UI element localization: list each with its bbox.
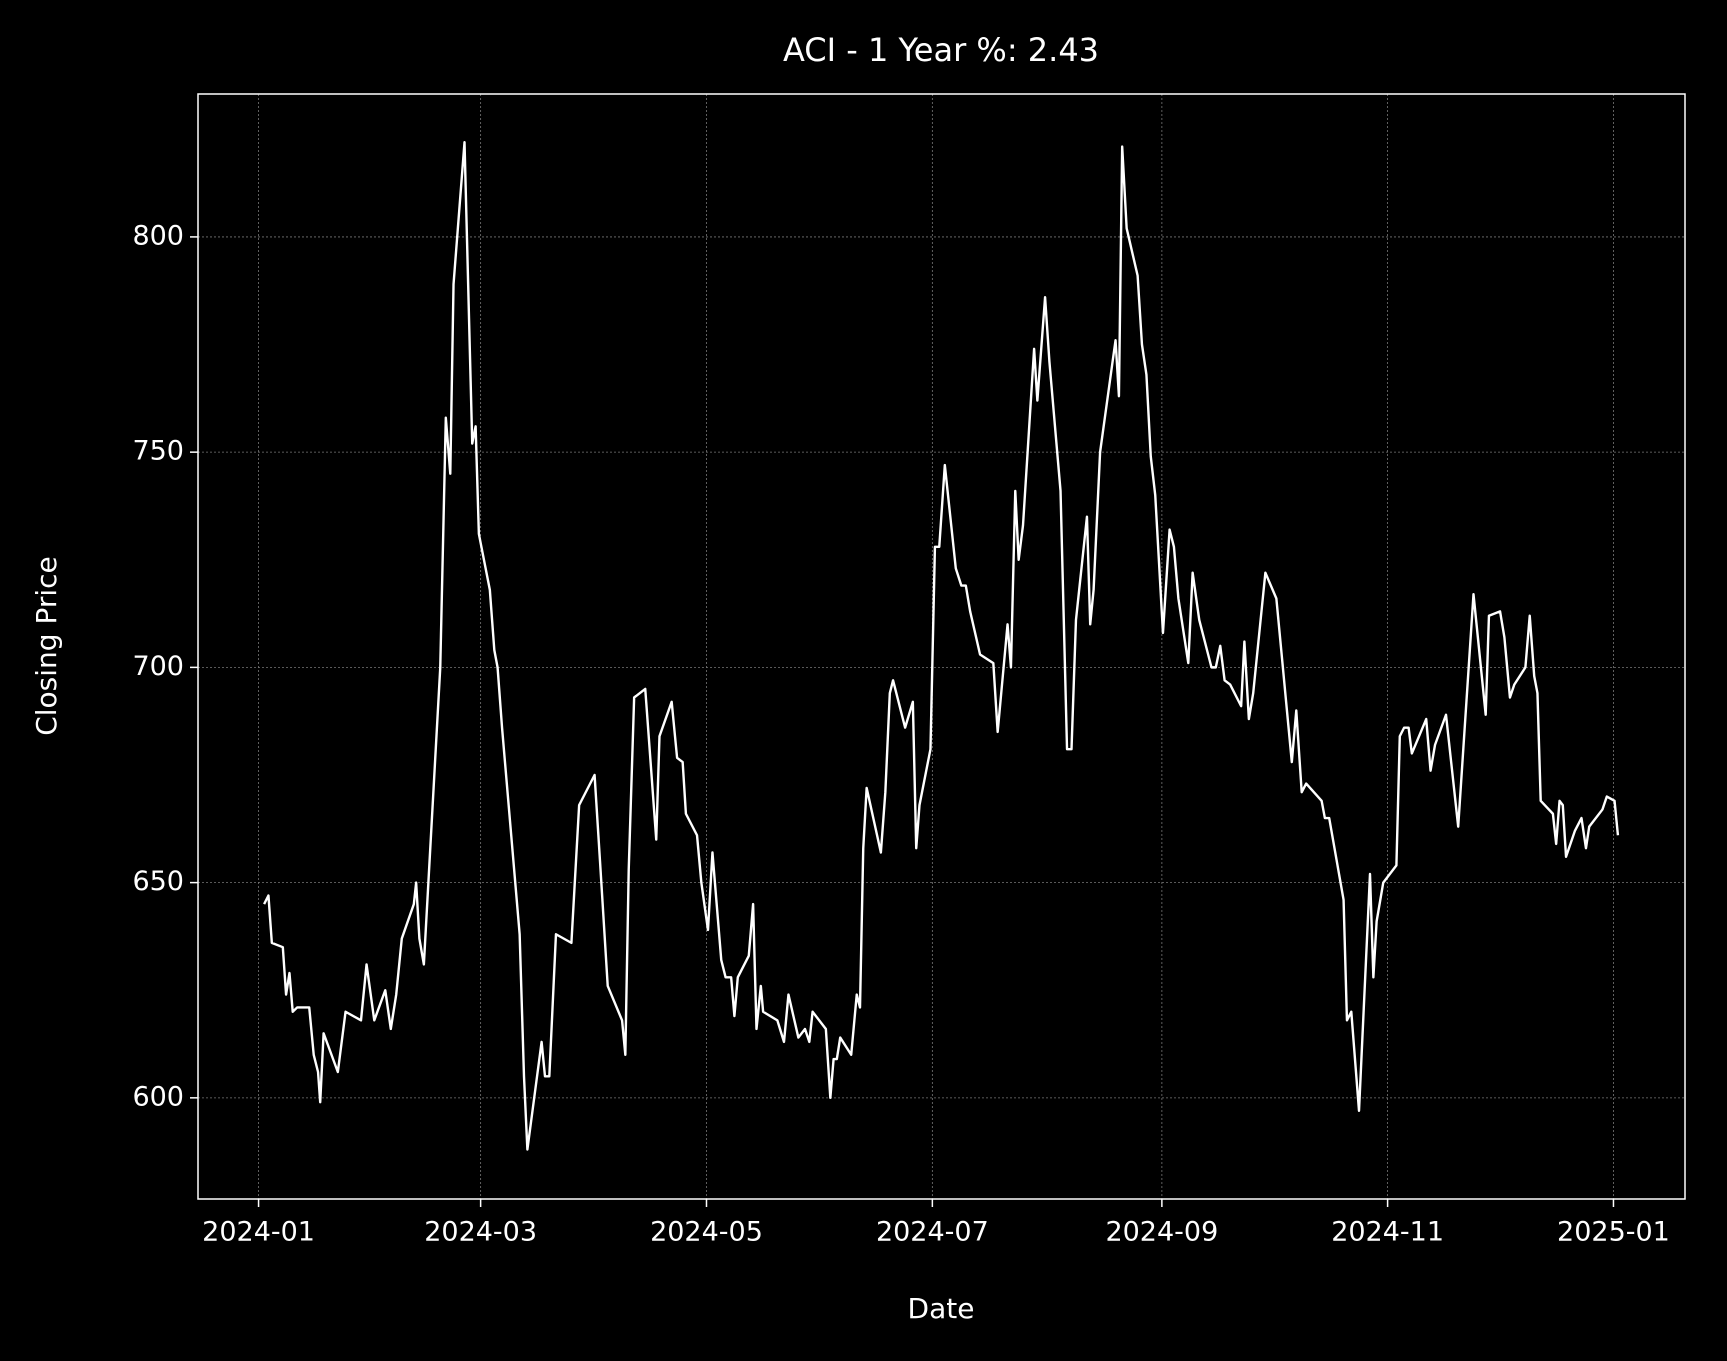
- chart-title: ACI - 1 Year %: 2.43: [783, 31, 1099, 69]
- x-tick-label: 2024-07: [876, 1217, 989, 1248]
- y-tick-label: 700: [132, 651, 184, 682]
- y-axis-label: Closing Price: [30, 556, 63, 736]
- x-tick-label: 2025-01: [1557, 1217, 1670, 1248]
- x-tick-label: 2024-01: [202, 1217, 315, 1248]
- x-tick-label: 2024-03: [424, 1217, 537, 1248]
- y-tick-label: 800: [132, 220, 184, 251]
- y-tick-label: 650: [132, 866, 184, 897]
- price-line: [263, 141, 1620, 1151]
- x-axis-label: Date: [908, 1292, 975, 1325]
- x-tick-label: 2024-05: [650, 1217, 763, 1248]
- y-tick-label: 600: [132, 1081, 184, 1112]
- plot-frame: [197, 93, 1686, 1200]
- y-tick-label: 750: [132, 436, 184, 467]
- x-tick-label: 2024-11: [1331, 1217, 1444, 1248]
- x-tick-label: 2024-09: [1105, 1217, 1218, 1248]
